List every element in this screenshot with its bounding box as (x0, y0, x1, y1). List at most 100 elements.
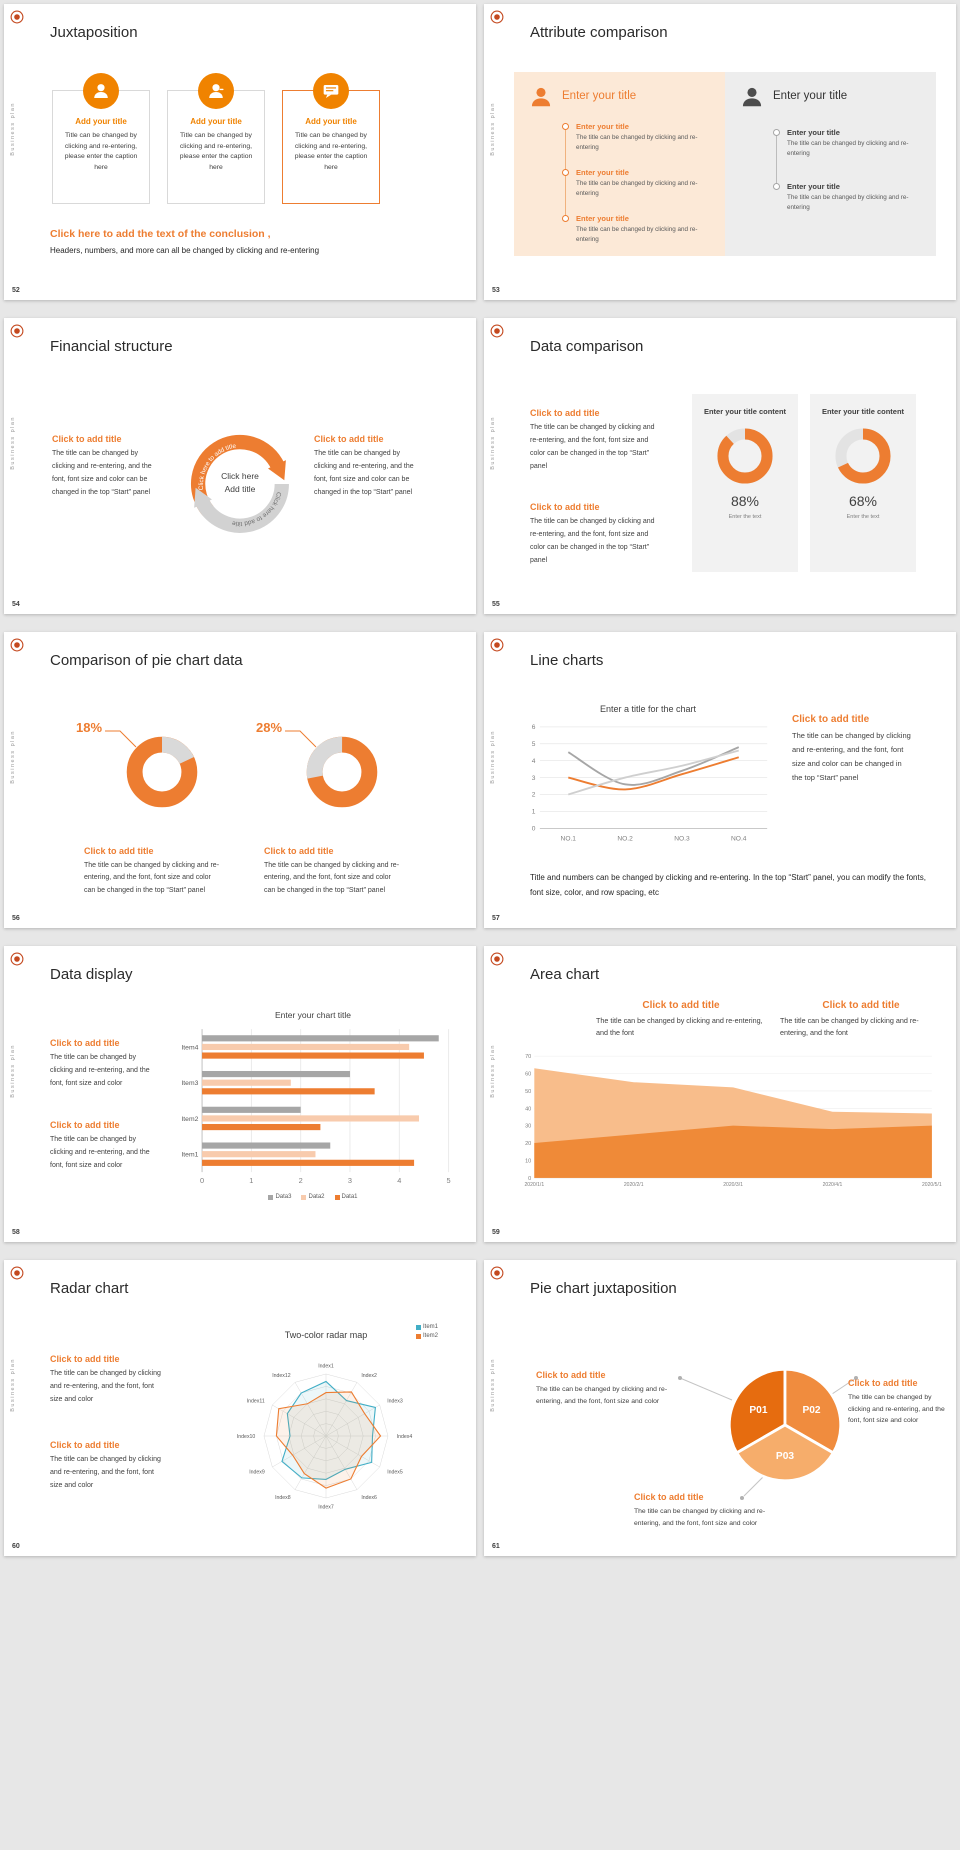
chart-title: Enter a title for the chart (599, 704, 697, 714)
person-icon (531, 87, 551, 107)
legend-item: Data1 (334, 1194, 358, 1200)
block-body: The title can be changed by clicking and… (50, 1136, 150, 1169)
chart-text: 4 (397, 1176, 401, 1185)
chart-title: Enter your chart title (274, 1010, 352, 1020)
slide-title: Line charts (530, 652, 604, 669)
chart-text: Index4 (397, 1434, 413, 1440)
item-body: The title can be changed by clicking and… (576, 180, 698, 197)
vertical-label: Business plan (10, 1044, 16, 1098)
presentation-icon (313, 73, 349, 109)
legend-label: Data1 (341, 1194, 358, 1200)
block-heading: Click to add title (642, 1000, 720, 1011)
block-heading: Click to add title (264, 846, 334, 856)
block-heading: Click to add title (634, 1492, 704, 1502)
chart-text: Item1 (181, 1152, 198, 1159)
school-logo-icon (490, 324, 504, 338)
slide-59[interactable]: Business plan 59 Area chart Click to add… (484, 946, 956, 1242)
chart-text: NO.1 (561, 835, 577, 842)
percent-value: 68% (848, 493, 878, 510)
vertical-label: Business plan (10, 1358, 16, 1412)
card-body: Title can be changed by clicking and re-… (179, 132, 253, 171)
chart-text: 3 (532, 775, 536, 782)
item-title: Enter your title (787, 128, 840, 137)
slide-title: Data display (50, 966, 133, 983)
legend-swatch (416, 1333, 421, 1339)
chart-text: 3 (348, 1176, 352, 1185)
chart-path (568, 756, 740, 791)
slide-number: 52 (12, 287, 20, 294)
timeline-dot (562, 169, 569, 176)
slide-grid: Business plan 52 Juxtaposition Add your … (4, 4, 956, 1556)
chart-text: Index3 (387, 1399, 403, 1405)
item-body: The title can be changed by clicking and… (576, 226, 698, 243)
chart-text: 0 (200, 1176, 204, 1185)
card-title: Add your title (75, 117, 127, 126)
diagram-center-text: Click here Add title (200, 470, 280, 496)
chart-path (534, 1125, 932, 1178)
block-body: The title can be changed by clicking and… (848, 1394, 945, 1425)
feature-card: Add your title Title can be changed by c… (167, 73, 265, 204)
slide-number: 60 (12, 1543, 20, 1550)
block-heading: Click to add title (530, 502, 600, 512)
comparison-panel-right: Enter your title Enter your title The ti… (725, 72, 936, 256)
donut-chart (717, 428, 773, 484)
chart-text: P02 (802, 1405, 820, 1416)
chart-rect (202, 1151, 316, 1158)
slide-57[interactable]: Business plan 57 Line charts Enter a tit… (484, 632, 956, 928)
slide-53[interactable]: Business plan 53 Attribute comparison En… (484, 4, 956, 300)
chart-text: 2020/4/1 (823, 1182, 843, 1188)
conclusion-title: Click here to add the text of the conclu… (50, 228, 271, 240)
center-line2: Add title (224, 483, 256, 494)
text-block: Click to add title The title can be chan… (596, 1000, 766, 1038)
slide-number: 53 (492, 287, 500, 294)
panel-heading: Enter your title (773, 90, 848, 102)
chart-path (735, 1423, 835, 1483)
chart-text: Item4 (181, 1044, 198, 1051)
feature-card: Add your title Title can be changed by c… (282, 73, 380, 204)
text-block: Click to add title The title can be chan… (530, 502, 658, 568)
block-body: The title can be changed by clicking and… (50, 1456, 161, 1489)
slide-title: Pie chart juxtaposition (530, 1280, 677, 1297)
chart-text: 50 (525, 1089, 531, 1095)
slide-56[interactable]: Business plan 56 Comparison of pie chart… (4, 632, 476, 928)
chart-text: Index1 (318, 1363, 334, 1369)
label-connector (285, 730, 317, 748)
block-heading: Click to add title (50, 1354, 120, 1364)
legend-swatch (334, 1194, 340, 1200)
timeline-item: Enter your title The title can be change… (773, 182, 923, 213)
slide-55[interactable]: Business plan 55 Data comparison Click t… (484, 318, 956, 614)
block-body: The title can be changed by clicking and… (84, 862, 220, 894)
chart-text: 10 (525, 1158, 531, 1164)
gray-arc (194, 483, 289, 533)
chart-text: 1 (532, 809, 536, 816)
block-body: The title can be changed by clicking and… (536, 1386, 668, 1405)
vertical-label: Business plan (10, 416, 16, 470)
chart-text: 2020/1/1 (524, 1182, 544, 1188)
chart-text: P01 (749, 1405, 767, 1416)
block-heading: Click to add title (84, 846, 154, 856)
slide-number: 61 (492, 1543, 500, 1550)
chart-text: 2020/2/1 (624, 1182, 644, 1188)
block-heading: Click to add title (314, 434, 384, 444)
block-heading: Click to add title (50, 1038, 120, 1048)
text-block: Click to add title The title can be chan… (50, 1354, 166, 1407)
slide-title: Juxtaposition (50, 24, 138, 41)
timeline-dot (773, 183, 780, 190)
legend-swatch (416, 1324, 421, 1330)
slide-61[interactable]: Business plan 61 Pie chart juxtaposition… (484, 1260, 956, 1556)
chart-rect (202, 1142, 331, 1149)
slide-58[interactable]: Business plan 58 Data display Click to a… (4, 946, 476, 1242)
slide-54[interactable]: Business plan 54 Financial structure Cli… (4, 318, 476, 614)
school-logo-icon (490, 10, 504, 24)
slide-number: 59 (492, 1229, 500, 1236)
chart-line (325, 1435, 380, 1468)
chart-rect (202, 1043, 410, 1051)
chart-text: Index8 (275, 1495, 291, 1501)
item-body: The title can be changed by clicking and… (787, 194, 909, 211)
slide-52[interactable]: Business plan 52 Juxtaposition Add your … (4, 4, 476, 300)
chart-rect (202, 1159, 415, 1166)
chart-text: 2020/5/1 (922, 1182, 942, 1188)
chart-rect (202, 1035, 439, 1042)
conclusion-body: Headers, numbers, and more can all be ch… (50, 246, 320, 255)
slide-60[interactable]: Business plan 60 Radar chart Click to ad… (4, 1260, 476, 1556)
